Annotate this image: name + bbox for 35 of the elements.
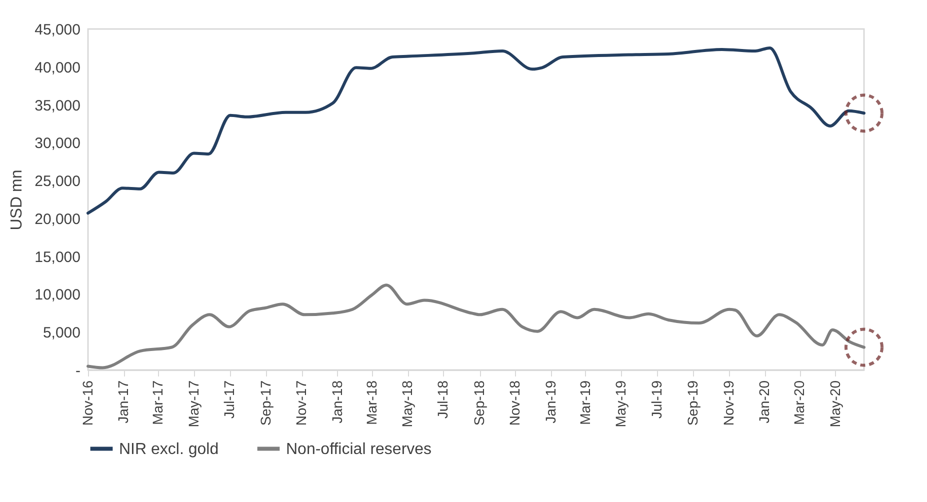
y-tick-label: 20,000: [34, 210, 80, 228]
y-tick-label: 40,000: [34, 59, 80, 76]
y-tick-label: 5,000: [42, 324, 80, 342]
x-tick-label: Sep-17: [257, 380, 274, 426]
y-tick-label: 10,000: [34, 286, 80, 304]
x-tick-label: Nov-17: [293, 380, 310, 426]
y-tick-label: 15,000: [34, 248, 80, 266]
y-tick-label: 25,000: [34, 173, 80, 190]
x-tick-label: May-19: [612, 380, 629, 428]
legend-label: NIR excl. gold: [119, 440, 219, 458]
x-tick-label: Jul-17: [221, 380, 238, 419]
x-tick-label: Mar-20: [791, 380, 808, 425]
y-tick-label: 35,000: [34, 97, 80, 114]
x-tick-label: Nov-19: [720, 380, 736, 426]
x-tick-label: Sep-19: [684, 380, 701, 426]
x-tick-label: May-20: [826, 380, 843, 428]
x-tick-label: Jan-17: [115, 380, 132, 424]
x-tick-label: Jan-18: [328, 380, 345, 424]
y-tick-label: 30,000: [34, 135, 80, 152]
x-tick-label: Jul-19: [648, 380, 664, 419]
y-tick-label: -: [76, 362, 80, 380]
x-tick-label: May-18: [399, 380, 416, 428]
y-tick-label: 45,000: [34, 22, 80, 38]
x-tick-label: Nov-18: [506, 380, 523, 426]
x-tick-label: Mar-18: [363, 380, 380, 425]
x-tick-label: Jul-18: [434, 380, 451, 419]
x-tick-label: Jan-19: [542, 380, 558, 424]
x-tick-label: Mar-17: [150, 380, 166, 425]
y-axis-title: USD mn: [8, 170, 26, 230]
x-tick-label: Mar-19: [576, 380, 593, 425]
x-tick-label: Sep-18: [471, 380, 488, 426]
legend-label: Non-official reserves: [286, 440, 432, 458]
x-tick-label: May-17: [185, 380, 202, 428]
x-tick-label: Jan-20: [756, 380, 772, 424]
x-tick-label: Nov-16: [80, 380, 96, 426]
